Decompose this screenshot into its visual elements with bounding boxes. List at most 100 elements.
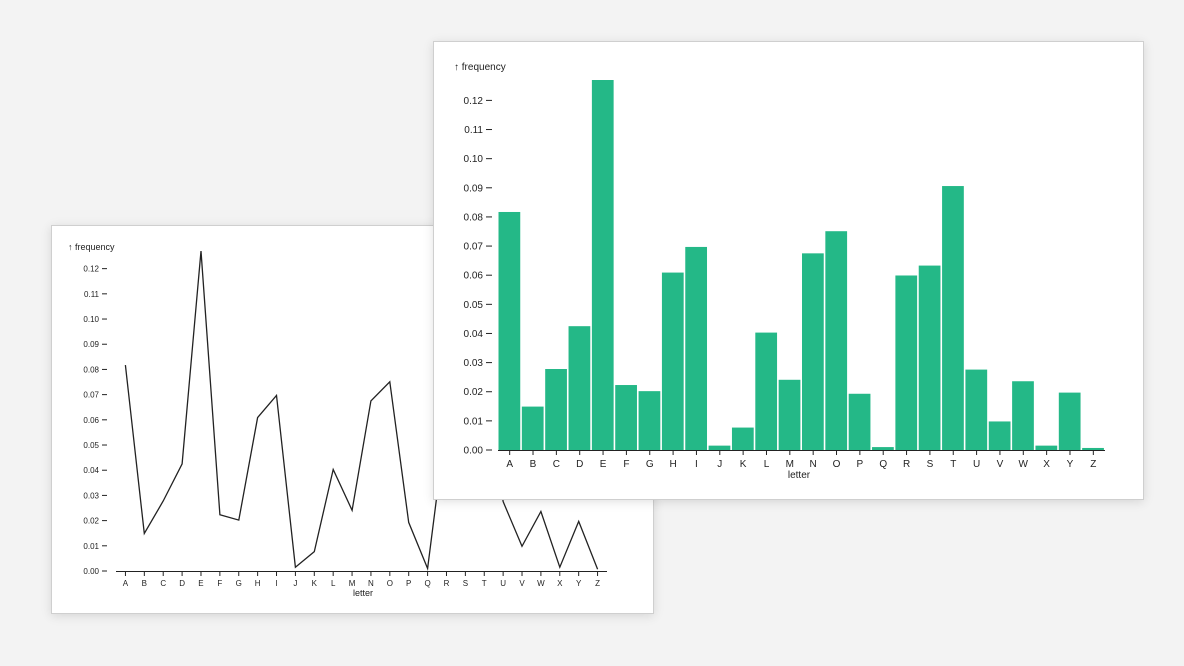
y-axis: 0.00 0.01 0.02 0.03 0.04 0.05 0.06 0.07 0.08 0.09… (464, 96, 492, 457)
bar-Q (872, 447, 894, 450)
bar-H (661, 272, 684, 450)
y-tick-label: 0.10 (83, 315, 99, 324)
x-tick-label: U (500, 579, 506, 588)
x-tick-label: D (576, 459, 583, 470)
x-tick-label: Y (576, 579, 582, 588)
x-tick-label: R (444, 579, 450, 588)
bar-M (778, 379, 801, 450)
y-tick-label: 0.00 (464, 446, 484, 457)
x-tick-label: Y (1067, 459, 1074, 470)
y-tick-label: 0.10 (464, 154, 484, 165)
y-tick-label: 0.09 (83, 340, 99, 349)
x-tick-label: Q (424, 579, 430, 588)
bar-C (545, 369, 567, 450)
x-tick-label: F (217, 579, 222, 588)
x-tick-label: E (600, 459, 607, 470)
bar-chart: ↑ frequency letter 0.00 0.01 0.02 0.03 0.04 0… (454, 62, 1105, 481)
y-tick-label: 0.05 (83, 441, 99, 450)
y-tick-label: 0.08 (83, 365, 99, 374)
x-axis-label: letter (788, 470, 811, 481)
x-axis: A B C D E F G H I J K L M N O P Q R S T U V W X Y Z (498, 450, 1105, 470)
x-tick-label: W (537, 579, 545, 588)
x-tick-label: I (275, 579, 277, 588)
y-axis: 0.00 0.01 0.02 0.03 0.04 0.05 0.06 0.07 0.08 0.09… (83, 265, 107, 576)
x-tick-label: X (557, 579, 563, 588)
y-tick-label: 0.03 (464, 358, 484, 369)
x-tick-label: G (236, 579, 242, 588)
x-axis-label: letter (353, 588, 373, 598)
y-tick-label: 0.04 (464, 329, 484, 340)
x-tick-label: S (927, 459, 934, 470)
x-tick-label: B (530, 459, 537, 470)
x-tick-label: B (142, 579, 147, 588)
x-tick-label: V (519, 579, 525, 588)
y-tick-label: 0.01 (83, 542, 99, 551)
x-tick-label: A (506, 459, 513, 470)
x-tick-label: F (623, 459, 629, 470)
x-tick-label: P (406, 579, 411, 588)
x-tick-label: O (833, 459, 841, 470)
x-tick-label: C (160, 579, 166, 588)
bar-T (942, 186, 964, 450)
y-tick-label: 0.05 (464, 300, 484, 311)
y-axis-label: ↑ frequency (68, 242, 115, 252)
x-tick-label: M (786, 459, 794, 470)
x-tick-label: P (857, 459, 864, 470)
bar-N (802, 253, 824, 450)
y-tick-label: 0.06 (464, 271, 484, 282)
y-tick-label: 0.03 (83, 491, 99, 500)
x-tick-label: L (764, 459, 770, 470)
bar-E (591, 80, 614, 450)
x-tick-label: Z (1090, 459, 1096, 470)
y-tick-label: 0.01 (464, 416, 484, 427)
x-tick-label: C (553, 459, 560, 470)
y-axis-label: ↑ frequency (454, 62, 506, 73)
x-tick-label: J (293, 579, 297, 588)
bar-R (895, 275, 918, 450)
bar-W (1012, 381, 1034, 450)
y-tick-label: 0.06 (83, 416, 99, 425)
x-tick-label: E (198, 579, 203, 588)
x-tick-label: Q (879, 459, 887, 470)
x-tick-label: A (123, 579, 129, 588)
y-tick-label: 0.12 (83, 265, 99, 274)
bar-I (685, 246, 708, 450)
bar-Z (1082, 447, 1104, 450)
bar-V (988, 421, 1011, 450)
bar-S (918, 265, 941, 450)
x-tick-label: V (997, 459, 1004, 470)
y-tick-label: 0.02 (83, 517, 99, 526)
bar-F (615, 385, 637, 450)
y-tick-label: 0.11 (84, 290, 100, 299)
bar-A (498, 211, 521, 450)
y-tick-label: 0.00 (83, 567, 99, 576)
x-tick-label: H (255, 579, 261, 588)
x-tick-label: W (1019, 459, 1029, 470)
x-tick-label: T (482, 579, 487, 588)
y-tick-label: 0.02 (464, 387, 484, 398)
x-tick-label: N (810, 459, 817, 470)
x-tick-label: N (368, 579, 374, 588)
bar-G (638, 391, 661, 450)
y-tick-label: 0.07 (464, 242, 484, 253)
y-tick-label: 0.11 (464, 125, 483, 136)
bar-X (1035, 445, 1058, 450)
x-tick-label: U (973, 459, 980, 470)
y-tick-label: 0.04 (83, 466, 99, 475)
x-tick-label: Z (595, 579, 600, 588)
x-tick-label: S (463, 579, 468, 588)
x-axis: A B C D E F G H I J K L M N O P Q R S T U V W X Y Z (116, 571, 607, 588)
x-tick-label: K (312, 579, 318, 588)
x-tick-label: T (950, 459, 956, 470)
x-tick-label: M (349, 579, 356, 588)
line-series (124, 250, 599, 572)
x-tick-label: G (646, 459, 654, 470)
x-tick-label: I (695, 459, 698, 470)
bar-Y (1058, 392, 1081, 450)
y-tick-label: 0.12 (464, 96, 484, 107)
bar-J (708, 445, 731, 450)
bar-U (965, 369, 988, 450)
x-tick-label: L (331, 579, 336, 588)
bar-series (498, 80, 1104, 450)
x-tick-label: X (1043, 459, 1050, 470)
